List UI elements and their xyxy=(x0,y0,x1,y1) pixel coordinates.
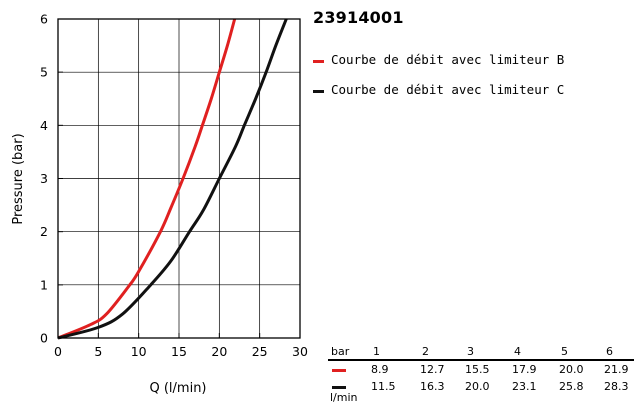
table-cell: 15.5 xyxy=(465,363,490,376)
x-tick-label: 30 xyxy=(292,344,308,359)
table-col-header: 5 xyxy=(561,345,568,358)
table-col-header: 1 xyxy=(373,345,380,358)
table-cell: 17.9 xyxy=(512,363,537,376)
flow-table: bar l/min 1 2 3 4 5 6 8.9 12.7 15.5 17.9 20.0 21.9 1… xyxy=(328,345,634,405)
table-rule xyxy=(328,359,634,361)
y-tick-label: 6 xyxy=(40,12,48,27)
x-tick-label: 15 xyxy=(171,344,187,359)
legend-label-b: Courbe de débit avec limiteur B xyxy=(331,52,565,67)
x-tick-label: 20 xyxy=(211,344,227,359)
y-tick-label: 0 xyxy=(40,331,48,346)
table-row-swatch xyxy=(332,386,346,389)
table-cell: 12.7 xyxy=(420,363,445,376)
table-cell: 16.3 xyxy=(420,380,445,393)
table-row-swatch xyxy=(332,369,346,372)
legend-swatch-b xyxy=(313,60,324,63)
x-tick-label: 5 xyxy=(94,344,102,359)
table-cell: 11.5 xyxy=(371,380,396,393)
x-tick-label: 0 xyxy=(54,344,62,359)
y-tick-label: 3 xyxy=(40,171,48,186)
y-tick-label: 4 xyxy=(40,118,48,133)
grid xyxy=(57,18,301,339)
table-unit-label: l/min xyxy=(330,391,358,404)
ticks: 0 5 10 15 20 25 30 0 1 2 3 4 5 6 xyxy=(40,12,308,360)
table-col-header: 6 xyxy=(606,345,613,358)
y-axis-label: Pressure (bar) xyxy=(11,133,26,224)
y-tick-label: 2 xyxy=(40,224,48,239)
table-cell: 25.8 xyxy=(559,380,584,393)
legend-label-c: Courbe de débit avec limiteur C xyxy=(331,82,565,97)
table-col-header: 4 xyxy=(514,345,521,358)
y-tick-label: 5 xyxy=(40,65,48,80)
y-tick-label: 1 xyxy=(40,277,48,292)
table-cell: 8.9 xyxy=(371,363,389,376)
x-tick-label: 25 xyxy=(252,344,268,359)
series-line-c xyxy=(57,18,288,340)
table-cell: 23.1 xyxy=(512,380,537,393)
x-tick-label: 10 xyxy=(131,344,147,359)
legend-swatch-c xyxy=(313,90,324,93)
table-col-header: 3 xyxy=(467,345,474,358)
series-line-b xyxy=(57,18,237,340)
table-cell: 20.0 xyxy=(559,363,584,376)
table-cell: 21.9 xyxy=(604,363,629,376)
x-axis-label: Q (l/min) xyxy=(149,381,206,396)
table-header-label: bar xyxy=(331,345,350,358)
chart-title: 23914001 xyxy=(313,8,404,27)
table-cell: 28.3 xyxy=(604,380,629,393)
table-col-header: 2 xyxy=(422,345,429,358)
table-cell: 20.0 xyxy=(465,380,490,393)
series-layer xyxy=(57,18,288,340)
